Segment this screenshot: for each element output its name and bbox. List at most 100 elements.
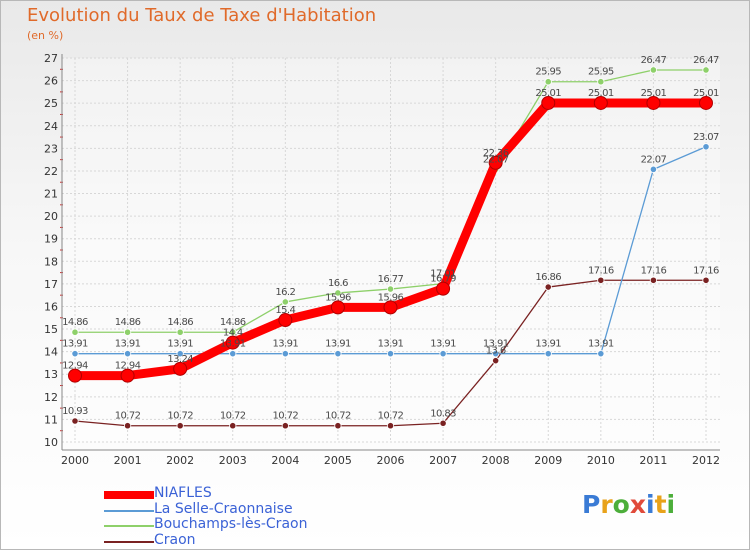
data-label: 14.86: [115, 317, 141, 328]
data-point: [229, 328, 237, 336]
data-point: [492, 350, 500, 358]
logo-letter: i: [666, 490, 676, 519]
data-label: 10.72: [273, 411, 299, 422]
data-label: 16.79: [430, 274, 456, 285]
x-tick-label: 2003: [219, 454, 247, 467]
x-tick-label: 2008: [482, 454, 510, 467]
data-point: [176, 328, 184, 336]
logo-letter: x: [629, 490, 646, 519]
chart-subtitle: (en %): [27, 29, 64, 42]
data-label: 16.2: [275, 287, 295, 298]
data-label: 10.83: [430, 408, 456, 419]
x-tick-label: 2007: [429, 454, 457, 467]
y-tick-label: 10: [44, 436, 58, 449]
logo-letter: r: [600, 490, 613, 519]
data-label: 10.72: [220, 411, 246, 422]
data-label: 23.07: [693, 132, 719, 143]
data-label: 22.07: [483, 154, 509, 165]
data-point: [334, 350, 342, 358]
data-label: 15.4: [275, 305, 295, 316]
data-point: [646, 95, 661, 110]
legend-swatch: [104, 541, 154, 543]
x-tick-label: 2006: [377, 454, 405, 467]
data-label: 13.91: [378, 339, 404, 350]
data-point: [281, 422, 289, 430]
data-label: 15.96: [378, 292, 404, 303]
legend-swatch: [104, 491, 154, 499]
data-point: [488, 155, 503, 170]
data-label: 13.91: [535, 339, 561, 350]
data-point: [649, 165, 658, 173]
data-label: 12.94: [115, 361, 141, 372]
data-label: 13.91: [325, 339, 351, 350]
data-label: 16.6: [328, 278, 348, 289]
data-point: [649, 66, 658, 74]
data-label: 25.95: [588, 67, 614, 78]
data-label: 25.01: [693, 88, 719, 99]
data-point: [544, 78, 552, 86]
data-point: [173, 361, 188, 376]
data-point: [71, 417, 79, 425]
data-label: 14.86: [167, 317, 193, 328]
data-label: 10.93: [62, 406, 88, 417]
data-label: 17.16: [588, 265, 614, 276]
data-point: [597, 350, 605, 358]
y-tick-label: 23: [44, 142, 58, 155]
data-point: [123, 350, 132, 358]
y-tick-label: 24: [44, 120, 58, 133]
y-tick-label: 17: [44, 278, 58, 291]
data-label: 13.91: [62, 339, 88, 350]
data-label: 25.95: [535, 67, 561, 78]
x-tick-label: 2010: [587, 454, 615, 467]
logo-letter: t: [654, 490, 667, 519]
data-label: 13.91: [167, 339, 193, 350]
x-tick-label: 2004: [271, 454, 299, 467]
x-tick-label: 2012: [692, 454, 720, 467]
data-point: [383, 300, 398, 315]
data-point: [544, 283, 552, 291]
data-label: 16.77: [378, 274, 404, 285]
data-label: 13.6: [486, 346, 506, 357]
data-label: 13.91: [588, 339, 614, 350]
data-label: 26.47: [641, 55, 667, 66]
legend-label: Bouchamps-lès-Craon: [154, 516, 308, 532]
y-tick-label: 26: [44, 75, 58, 88]
data-label: 14.86: [220, 317, 246, 328]
data-point: [176, 422, 184, 430]
data-point: [71, 328, 79, 336]
data-point: [436, 281, 451, 296]
data-point: [334, 422, 342, 430]
y-tick-label: 11: [44, 413, 58, 426]
data-point: [281, 350, 289, 358]
logo-letter: i: [646, 490, 655, 519]
data-point: [649, 276, 658, 284]
data-label: 12.94: [62, 361, 88, 372]
x-tick-label: 2005: [324, 454, 352, 467]
data-point: [702, 66, 710, 74]
proxiti-logo: Proxiti: [582, 490, 675, 519]
data-point: [120, 368, 135, 383]
y-tick-label: 14: [44, 346, 58, 359]
data-point: [71, 350, 79, 358]
legend-swatch: [104, 525, 154, 527]
data-label: 13.91: [273, 339, 299, 350]
y-tick-label: 27: [44, 52, 58, 65]
y-tick-label: 16: [44, 300, 58, 313]
data-label: 17.01: [430, 269, 456, 280]
data-point: [386, 285, 395, 293]
data-label: 14.86: [62, 317, 88, 328]
data-point: [386, 350, 395, 358]
x-tick-label: 2009: [534, 454, 562, 467]
data-point: [541, 95, 556, 110]
data-point: [68, 368, 82, 383]
data-label: 10.72: [378, 411, 404, 422]
legend-label: La Selle-Craonnaise: [154, 501, 293, 517]
x-tick-label: 2002: [166, 454, 194, 467]
x-tick-label: 2000: [61, 454, 89, 467]
data-point: [176, 350, 184, 358]
legend-label: NIAFLES: [154, 485, 212, 501]
data-point: [278, 313, 293, 328]
y-tick-label: 12: [44, 391, 58, 404]
data-point: [123, 328, 132, 336]
